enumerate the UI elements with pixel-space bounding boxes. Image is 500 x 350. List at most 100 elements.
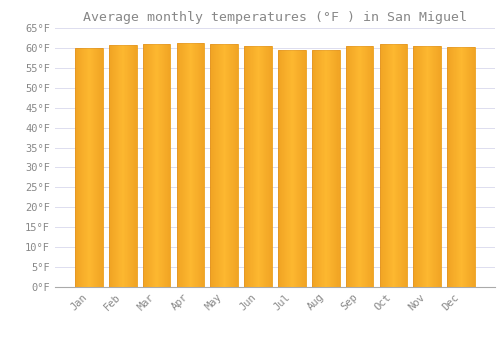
Bar <box>313 50 314 287</box>
Bar <box>192 43 193 287</box>
Title: Average monthly temperatures (°F ) in San Miguel: Average monthly temperatures (°F ) in Sa… <box>83 11 467 24</box>
Bar <box>439 46 440 287</box>
Bar <box>221 44 222 287</box>
Bar <box>435 46 436 287</box>
Bar <box>323 50 324 287</box>
Bar <box>100 48 101 287</box>
Bar <box>394 44 395 287</box>
Bar <box>83 48 84 287</box>
Bar <box>333 50 334 287</box>
Bar <box>438 46 439 287</box>
Bar <box>402 44 403 287</box>
Bar <box>325 50 326 287</box>
Bar <box>304 50 305 287</box>
Bar <box>157 44 158 287</box>
Bar <box>348 46 349 287</box>
Bar <box>422 46 423 287</box>
Bar <box>260 46 261 287</box>
Bar <box>346 46 347 287</box>
Bar <box>350 46 352 287</box>
Bar <box>369 46 370 287</box>
Bar <box>380 44 407 287</box>
Bar <box>399 44 400 287</box>
Bar <box>473 47 474 287</box>
Bar <box>326 50 327 287</box>
Bar <box>114 45 115 287</box>
Bar <box>118 45 119 287</box>
Bar <box>330 50 331 287</box>
Bar <box>88 48 89 287</box>
Bar <box>462 47 463 287</box>
Bar <box>297 50 298 287</box>
Bar <box>337 50 338 287</box>
Bar <box>430 46 431 287</box>
Bar <box>249 46 250 287</box>
Bar <box>159 44 160 287</box>
Bar <box>182 43 183 287</box>
Bar <box>142 44 143 287</box>
Bar <box>165 44 166 287</box>
Bar <box>180 43 181 287</box>
Bar <box>87 48 88 287</box>
Bar <box>97 48 98 287</box>
Bar <box>301 50 302 287</box>
Bar <box>246 46 247 287</box>
Bar <box>191 43 192 287</box>
Bar <box>96 48 97 287</box>
Bar <box>164 44 165 287</box>
Bar <box>215 44 216 287</box>
Bar <box>134 45 135 287</box>
Bar <box>132 45 134 287</box>
Bar <box>312 50 313 287</box>
Bar <box>153 44 154 287</box>
Bar <box>75 48 102 287</box>
Bar <box>431 46 432 287</box>
Bar <box>155 44 156 287</box>
Bar <box>346 46 374 287</box>
Bar <box>256 46 257 287</box>
Bar <box>460 47 461 287</box>
Bar <box>244 46 245 287</box>
Bar <box>86 48 87 287</box>
Bar <box>84 48 85 287</box>
Bar <box>324 50 325 287</box>
Bar <box>391 44 392 287</box>
Bar <box>279 50 280 287</box>
Bar <box>79 48 80 287</box>
Bar <box>463 47 464 287</box>
Bar <box>389 44 390 287</box>
Bar <box>415 46 416 287</box>
Bar <box>302 50 303 287</box>
Bar <box>124 45 125 287</box>
Bar <box>245 46 246 287</box>
Bar <box>458 47 459 287</box>
Bar <box>195 43 196 287</box>
Bar <box>196 43 197 287</box>
Bar <box>457 47 458 287</box>
Bar <box>362 46 363 287</box>
Bar <box>129 45 130 287</box>
Bar <box>328 50 329 287</box>
Bar <box>432 46 433 287</box>
Bar <box>396 44 397 287</box>
Bar <box>384 44 385 287</box>
Bar <box>248 46 249 287</box>
Bar <box>237 44 238 287</box>
Bar <box>253 46 254 287</box>
Bar <box>144 44 145 287</box>
Bar <box>119 45 120 287</box>
Bar <box>287 50 288 287</box>
Bar <box>400 44 401 287</box>
Bar <box>101 48 102 287</box>
Bar <box>318 50 319 287</box>
Bar <box>414 46 415 287</box>
Bar <box>268 46 269 287</box>
Bar <box>336 50 337 287</box>
Bar <box>258 46 259 287</box>
Bar <box>382 44 383 287</box>
Bar <box>148 44 149 287</box>
Bar <box>257 46 258 287</box>
Bar <box>198 43 200 287</box>
Bar <box>225 44 226 287</box>
Bar <box>426 46 428 287</box>
